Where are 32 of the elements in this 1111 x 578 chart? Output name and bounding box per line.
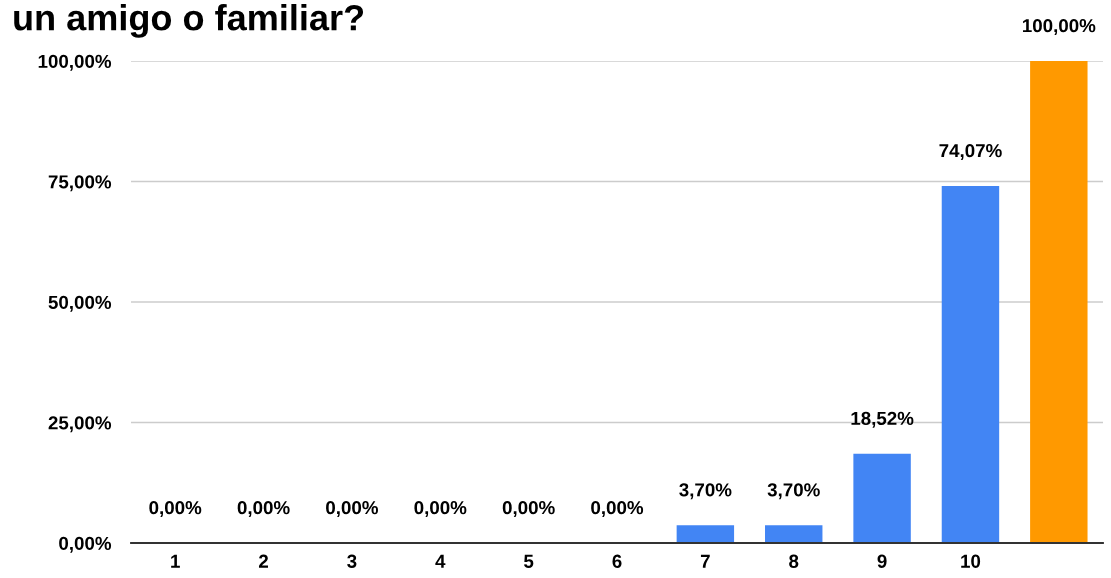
x-tick-label: 2 — [258, 554, 269, 568]
x-tick-label: 8 — [789, 554, 799, 568]
data-label: 0,00% — [591, 501, 644, 518]
bar — [941, 185, 1000, 543]
data-label: 0,00% — [502, 501, 555, 518]
bar — [676, 525, 735, 543]
y-tick-label: 75,00% — [48, 175, 112, 192]
x-tick-label: 4 — [435, 554, 446, 568]
data-label: 3,70% — [767, 483, 820, 500]
data-label: 0,00% — [149, 501, 202, 518]
chart-title: un amigo o familiar? — [14, 4, 364, 38]
data-label: 74,07% — [939, 144, 1002, 160]
y-tick-label: 100,00% — [38, 54, 112, 71]
data-label: 100,00% — [1022, 19, 1096, 36]
x-tick-label: 7 — [700, 554, 710, 568]
x-tick-label: 6 — [612, 554, 622, 568]
x-tick-label: 3 — [347, 554, 357, 568]
y-tick-label: 25,00% — [48, 416, 112, 433]
bar — [853, 453, 911, 543]
data-label: 0,00% — [237, 501, 290, 518]
y-tick-label: 0,00% — [59, 536, 112, 553]
data-label: 0,00% — [414, 501, 467, 518]
data-label: 0,00% — [326, 501, 378, 518]
data-label: 3,70% — [679, 483, 732, 500]
x-tick-label: 9 — [877, 554, 887, 568]
x-tick-label: 10 — [961, 554, 981, 568]
y-tick-label: 50,00% — [48, 295, 112, 312]
data-label: 18,52% — [851, 411, 914, 428]
bar — [765, 525, 823, 543]
bar — [1030, 61, 1088, 543]
x-tick-label: 5 — [524, 554, 534, 568]
x-tick-label: 1 — [171, 554, 180, 568]
